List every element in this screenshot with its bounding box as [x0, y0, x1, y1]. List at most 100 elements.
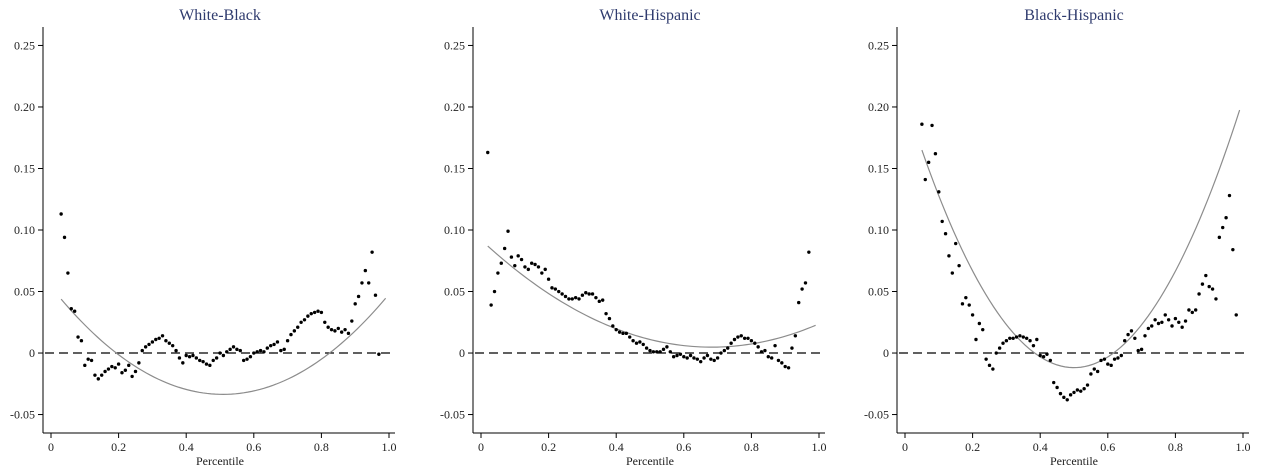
data-point — [678, 352, 683, 356]
data-point — [170, 343, 175, 348]
data-point — [103, 369, 107, 374]
data-point — [933, 152, 938, 156]
data-point — [540, 271, 544, 275]
data-point — [621, 331, 625, 336]
data-point — [1008, 336, 1012, 340]
data-point — [492, 289, 497, 294]
data-point — [759, 350, 764, 354]
data-point — [506, 229, 510, 233]
x-tick-label: 0 — [48, 440, 54, 454]
y-tick-label: 0.05 — [444, 285, 465, 299]
data-point — [695, 357, 700, 361]
data-point — [587, 292, 591, 296]
scatter-points — [486, 150, 811, 370]
data-point — [130, 374, 134, 379]
data-point — [1031, 343, 1036, 348]
data-point — [994, 351, 998, 355]
data-point — [187, 355, 192, 359]
y-tick-label: 0.25 — [444, 38, 465, 52]
data-point — [742, 336, 747, 340]
chart-panel-3: Black-Hispanic0.250.200.150.100.050-0.05… — [864, 7, 1251, 468]
data-point — [617, 330, 622, 334]
data-point — [231, 345, 236, 349]
data-point — [513, 263, 517, 268]
data-point — [72, 309, 77, 313]
data-point — [377, 352, 381, 356]
data-point — [957, 263, 961, 268]
data-point — [1048, 358, 1053, 363]
data-point — [1089, 372, 1093, 376]
data-point — [756, 345, 760, 349]
data-point — [1204, 273, 1208, 278]
data-point — [1156, 321, 1161, 326]
data-point — [970, 313, 975, 317]
y-tick-label: 0.25 — [868, 38, 889, 52]
data-point — [705, 353, 710, 358]
data-point — [181, 361, 185, 365]
data-point — [533, 262, 537, 267]
scatter-points — [59, 212, 381, 381]
data-point — [702, 356, 706, 360]
data-point — [981, 327, 985, 332]
data-point — [984, 357, 988, 361]
data-point — [584, 291, 588, 295]
data-point — [127, 363, 131, 368]
x-tick-label: 0.4 — [1033, 440, 1048, 454]
data-point — [769, 356, 774, 360]
data-point — [1102, 357, 1107, 361]
data-point — [499, 261, 503, 265]
data-point — [1045, 352, 1049, 356]
data-point — [83, 363, 87, 368]
y-tick-label: 0.15 — [14, 161, 35, 175]
data-point — [628, 335, 632, 339]
x-tick-label: 0.8 — [1168, 440, 1183, 454]
data-point — [350, 319, 354, 323]
data-point — [1055, 385, 1059, 390]
data-point — [692, 356, 696, 360]
data-point — [991, 367, 995, 371]
x-tick-label: 1.0 — [812, 440, 827, 454]
data-point — [1150, 324, 1154, 328]
data-point — [218, 351, 222, 355]
data-point — [106, 367, 111, 371]
data-point — [1072, 390, 1076, 395]
data-point — [641, 342, 645, 347]
data-point — [682, 355, 686, 359]
x-tick-label: 0.4 — [609, 440, 624, 454]
data-point — [177, 356, 182, 360]
data-point — [1106, 362, 1110, 366]
data-point — [709, 357, 713, 361]
data-point — [194, 356, 199, 360]
data-point — [66, 271, 70, 275]
data-point — [1200, 282, 1205, 286]
data-point — [1119, 353, 1124, 358]
fit-curve — [60, 297, 387, 395]
data-point — [722, 348, 727, 353]
data-point — [1136, 348, 1140, 353]
data-point — [373, 293, 378, 297]
data-point — [1035, 337, 1039, 342]
data-point — [208, 363, 212, 368]
data-point — [651, 350, 656, 354]
data-point — [553, 287, 558, 291]
data-point — [262, 350, 266, 354]
data-point — [289, 332, 293, 337]
data-point — [560, 292, 564, 296]
y-tick-label: -0.05 — [440, 408, 465, 422]
scatter-points — [920, 122, 1238, 402]
data-point — [316, 309, 320, 313]
data-point — [150, 340, 155, 344]
data-point — [363, 268, 368, 273]
data-point — [1166, 318, 1171, 322]
data-point — [807, 250, 811, 254]
data-point — [1146, 326, 1151, 331]
data-point — [1129, 329, 1134, 333]
data-point — [658, 350, 662, 354]
data-point — [184, 353, 188, 358]
data-point — [923, 177, 927, 182]
data-point — [1068, 393, 1073, 397]
x-tick-label: 0.2 — [111, 440, 126, 454]
fit-curve — [921, 109, 1241, 369]
data-point — [496, 271, 500, 275]
